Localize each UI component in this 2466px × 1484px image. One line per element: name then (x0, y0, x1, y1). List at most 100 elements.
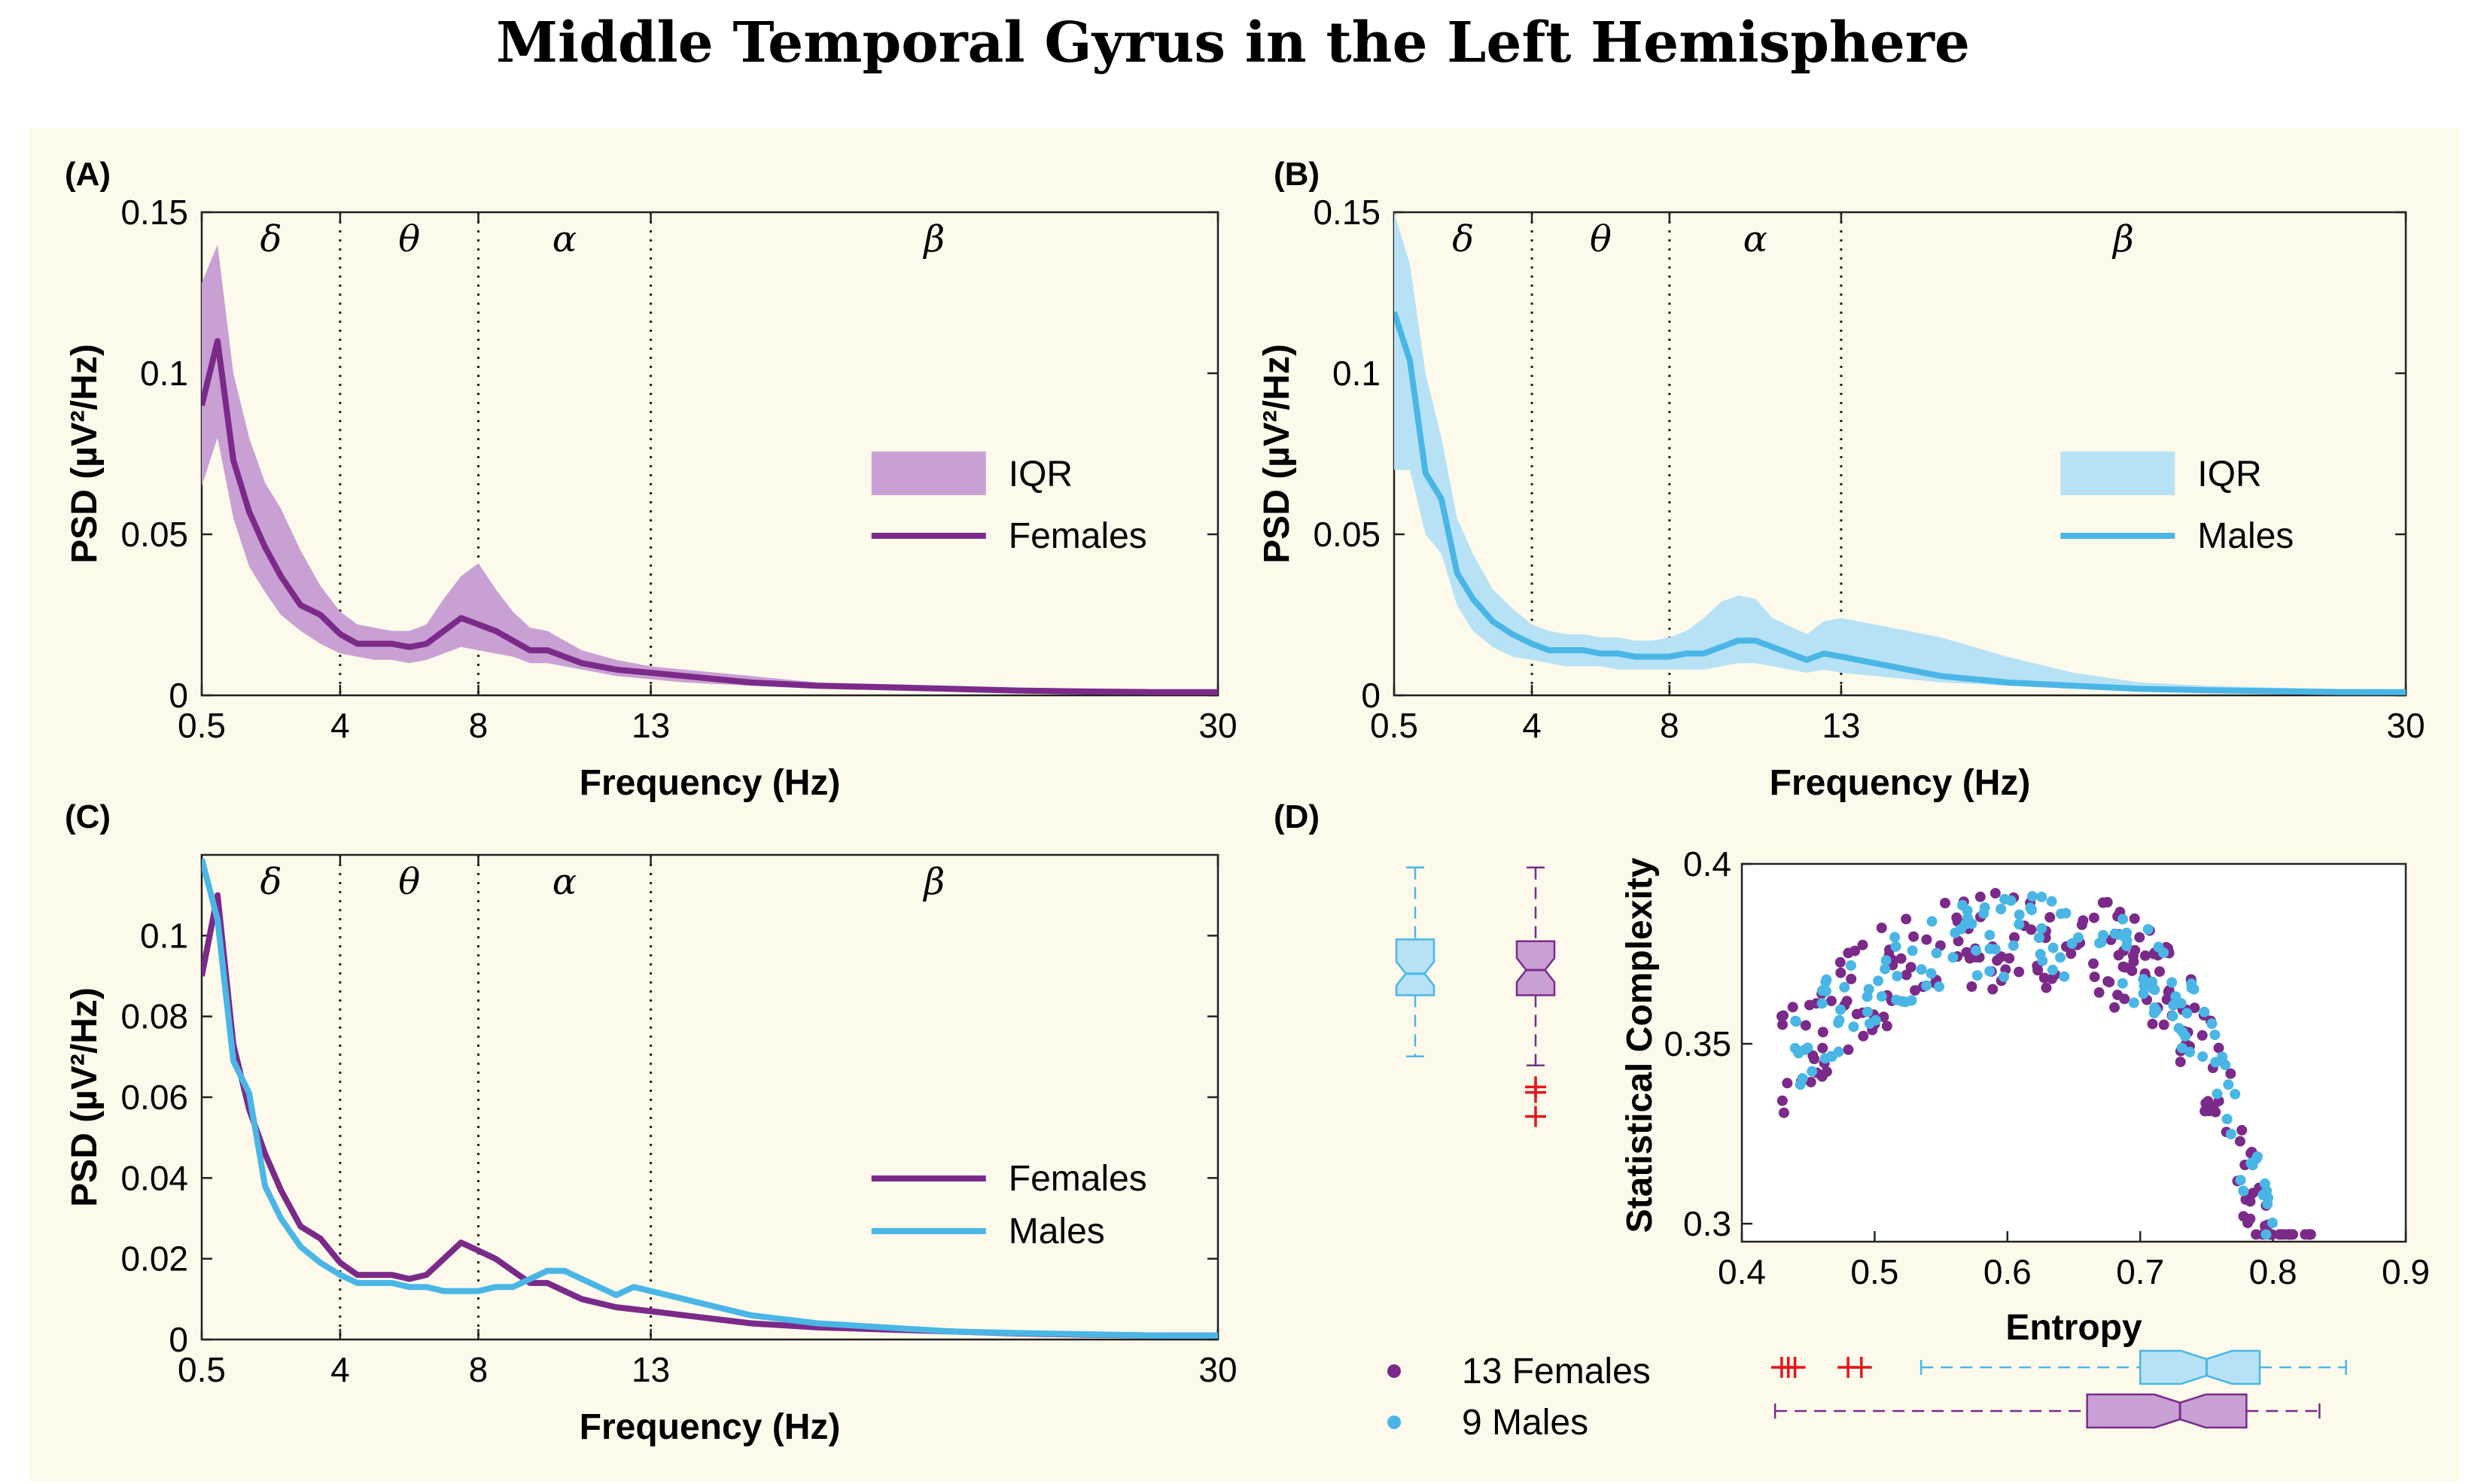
x-tick-label: 0.4 (1718, 1252, 1766, 1291)
scatter-point-male (2138, 988, 2149, 999)
scatter-point-female (2066, 948, 2077, 959)
scatter-point-female (1834, 956, 1846, 968)
scatter-point-male (2166, 977, 2178, 988)
scatter-point-female (1990, 888, 2001, 899)
scatter-point-male (2035, 948, 2046, 959)
scatter-point-female (1857, 939, 1868, 950)
x-tick-label: 0.5 (178, 706, 226, 745)
scatter-point-male (2230, 1088, 2241, 1099)
scatter-point-male (2225, 1129, 2236, 1139)
y-tick-label: 0.06 (120, 1078, 188, 1117)
y-tick-label: 0.1 (1332, 354, 1381, 393)
legend-iqr-swatch (2060, 452, 2175, 495)
boxplot-box (2139, 1349, 2261, 1385)
scatter-point-male (1795, 1079, 1806, 1090)
scatter-point-female (2104, 977, 2115, 988)
x-tick-label: 30 (2386, 706, 2425, 745)
scatter-point-male (2257, 1190, 2269, 1200)
y-tick-label: 0.35 (1664, 1024, 1731, 1063)
scatter-point-male (2117, 914, 2129, 925)
scatter-point-female (2089, 972, 2100, 983)
scatter-point-male (1890, 941, 1901, 952)
scatter-point-female (1782, 1078, 1793, 1089)
scatter-point-male (1926, 968, 1937, 979)
scatter-point-female (2236, 1124, 2248, 1136)
scatter-point-male (1926, 916, 1938, 927)
scatter-point-female (1953, 935, 1964, 947)
band-label: β (2111, 218, 2134, 260)
scatter-point-female (2284, 1229, 2295, 1240)
scatter-point-female (1825, 996, 1837, 1007)
x-tick-label: 0.7 (2116, 1252, 2164, 1291)
scatter-point-female (2203, 1096, 2214, 1107)
band-label: α (553, 218, 577, 260)
scatter-point-male (1934, 981, 1944, 993)
scatter-point-male (2199, 1006, 2210, 1017)
panel-letter: (B) (1274, 156, 1320, 193)
boxplot-outlier (1850, 1357, 1872, 1378)
scatter-point-female (1966, 981, 1977, 992)
scatter-point-male (1921, 980, 1932, 991)
scatter-point-male (2197, 1051, 2209, 1062)
scatter-point-male (1816, 998, 1828, 1009)
scatter-point-male (2184, 1047, 2196, 1057)
scatter-point-male (1971, 970, 1983, 981)
scatter-point-male (2008, 940, 2019, 951)
y-tick-label: 0.1 (140, 354, 188, 393)
scatter-point-male (1947, 952, 1959, 963)
scatter-point-female (2129, 913, 2140, 924)
scatter-point-male (2142, 923, 2154, 935)
scatter-point-female (1777, 1019, 1788, 1030)
legend-label: Males (1009, 1212, 1105, 1251)
psd-panel-1: (B) δ θ α β 0.5 4 8 13 30 0 0.05 0.1 0.15 Frequency (H… (1257, 156, 2425, 803)
y-axis-label: PSD (µV²/Hz) (65, 987, 105, 1207)
scatter-point-female (1843, 947, 1854, 959)
scatter-point-female (1787, 1002, 1798, 1013)
scatter-point-female (1908, 931, 1920, 942)
scatter-point-female (1817, 1042, 1828, 1054)
scatter-point-female (2158, 1019, 2169, 1030)
x-tick-label: 0.5 (178, 1350, 226, 1389)
legend-marker (1387, 1364, 1401, 1378)
scatter-point-male (1892, 971, 1903, 981)
scatter-point-female (2234, 1136, 2245, 1147)
band-label: δ (260, 218, 282, 260)
scatter-point-male (2238, 1185, 2249, 1197)
scatter-point-female (1778, 1010, 1789, 1021)
scatter-point-male (2046, 896, 2057, 907)
scatter-point-male (1931, 947, 1942, 959)
scatter-point-male (1862, 1006, 1873, 1017)
boxplot-box (1395, 938, 1435, 996)
scatter-point-male (2033, 932, 2044, 944)
scatter-point-male (2056, 908, 2066, 920)
scatter-point-male (2072, 932, 2084, 943)
scatter-point-male (1870, 1014, 1881, 1026)
scatter-point-female (1876, 923, 1887, 933)
legend-label: Females (1009, 1159, 1147, 1199)
axes-frame (1393, 211, 2407, 697)
y-axis-label: PSD (µV²/Hz) (1257, 344, 1297, 564)
scatter-point-male (1873, 975, 1884, 987)
scatter-point-male (2188, 984, 2200, 995)
scatter-point-male (2167, 1011, 2178, 1022)
y-axis-label: PSD (µV²/Hz) (65, 344, 105, 564)
boxplot-outlier (1784, 1357, 1806, 1378)
scatter-point-male (2151, 1005, 2162, 1016)
x-tick-label: 4 (1522, 706, 1542, 745)
band-label: β (922, 218, 945, 260)
scatter-point-male (2138, 974, 2149, 985)
scatter-point-female (2117, 961, 2129, 972)
x-tick-label: 30 (1198, 706, 1237, 745)
y-tick-label: 0 (169, 676, 188, 715)
scatter-point-male (1802, 1042, 1813, 1054)
scatter-point-male (1889, 932, 1901, 943)
scatter-point-male (2121, 927, 2133, 938)
scatter-point-female (1776, 1095, 1788, 1106)
legend-label: 9 Males (1462, 1403, 1588, 1443)
x-tick-label: 0.6 (1983, 1252, 2032, 1291)
x-tick-label: 4 (330, 706, 350, 745)
band-label: δ (1452, 218, 1474, 260)
scatter-point-male (1862, 991, 1873, 1002)
scatter-point-female (2004, 953, 2015, 964)
scatter-point-male (2036, 891, 2047, 902)
